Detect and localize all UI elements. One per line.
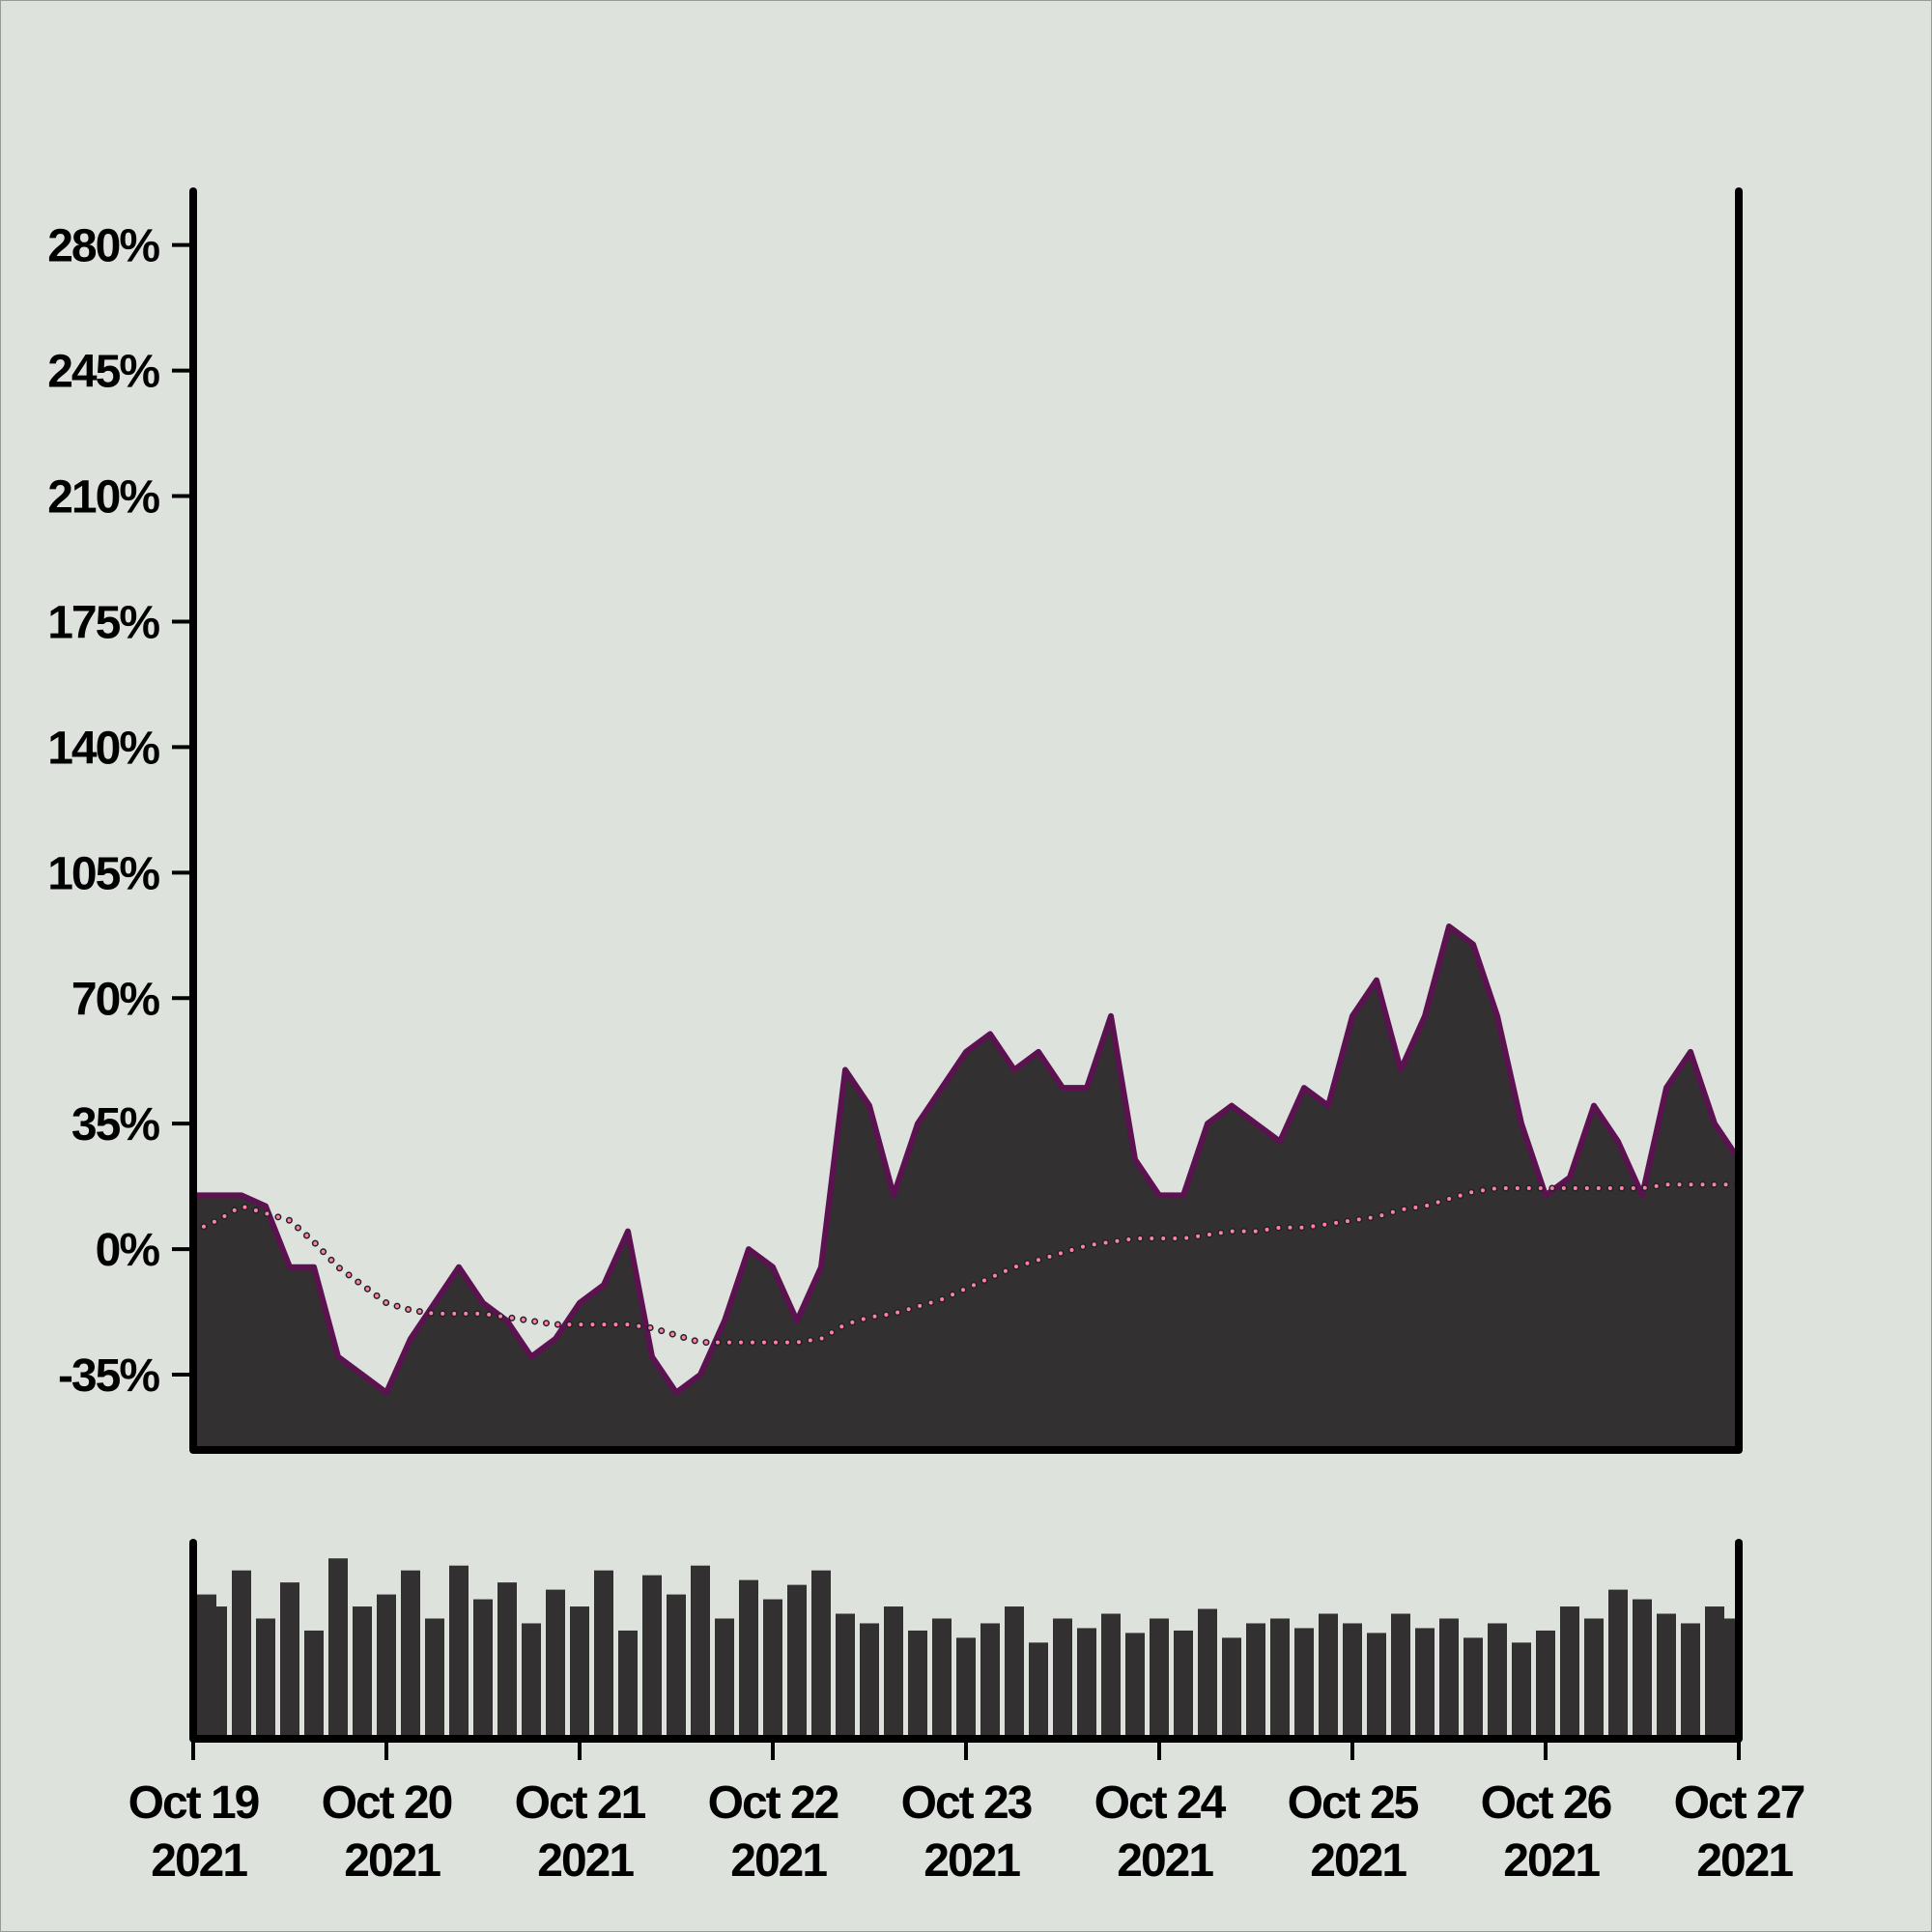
volume-bar	[1294, 1628, 1314, 1739]
volume-bar	[1077, 1628, 1096, 1739]
volume-bar	[328, 1558, 348, 1739]
volume-bar	[618, 1630, 638, 1739]
volume-bar	[449, 1565, 469, 1739]
y-tick-label: -35%	[58, 1350, 159, 1402]
volume-bar	[1560, 1606, 1579, 1739]
volume-bar	[1198, 1608, 1217, 1739]
volume-bar	[763, 1599, 782, 1739]
volume-bar	[473, 1599, 493, 1739]
volume-bar	[739, 1579, 758, 1739]
volume-bar	[1633, 1599, 1652, 1739]
y-tick-label: 175%	[47, 597, 159, 648]
x-tick-label: Oct 22 2021	[708, 1777, 838, 1887]
volume-bar	[932, 1618, 952, 1739]
volume-bar	[1222, 1637, 1241, 1739]
volume-bar	[256, 1618, 275, 1739]
volume-bar	[1512, 1642, 1531, 1739]
volume-bar	[1681, 1623, 1700, 1739]
volume-bar	[280, 1582, 299, 1739]
y-tick-label: 280%	[47, 221, 159, 272]
y-tick-label: 70%	[71, 974, 159, 1025]
volume-bar	[1488, 1623, 1507, 1739]
volume-bar	[642, 1575, 662, 1739]
volume-bar	[594, 1570, 613, 1739]
volume-bar	[208, 1606, 227, 1739]
volume-bar	[884, 1606, 903, 1739]
volume-bar	[980, 1623, 1000, 1739]
y-tick-label: 0%	[96, 1225, 160, 1276]
area	[193, 926, 1739, 1450]
volume-bar	[811, 1570, 831, 1739]
x-tick-label: Oct 24 2021	[1094, 1777, 1227, 1887]
area-line	[193, 923, 1742, 1396]
x-tick-label: Oct 21 2021	[515, 1777, 646, 1887]
volume-bar	[1536, 1630, 1555, 1739]
volume-bar	[304, 1630, 324, 1739]
volume-bar	[1439, 1618, 1459, 1739]
volume-bar	[1608, 1589, 1628, 1739]
volume-bar	[1029, 1642, 1048, 1739]
volume-bar	[691, 1565, 710, 1739]
volume-bar	[1270, 1618, 1290, 1739]
volume-bar	[1053, 1618, 1072, 1739]
volume-bar	[353, 1606, 372, 1739]
volume-bar	[1343, 1623, 1362, 1739]
volume-bar	[1005, 1606, 1024, 1739]
volume-bar	[860, 1623, 879, 1739]
volume-bar	[1319, 1613, 1338, 1739]
y-tick-label: 210%	[47, 472, 159, 524]
volume-bar	[908, 1630, 927, 1739]
volume-bar	[522, 1623, 541, 1739]
volume-bar	[787, 1584, 807, 1739]
y-tick-label: 35%	[71, 1099, 159, 1151]
volume-bar	[1101, 1613, 1121, 1739]
volume-bar	[1657, 1613, 1676, 1739]
volume-bar	[1367, 1633, 1386, 1739]
volume-bar	[1174, 1630, 1193, 1739]
y-tick-label: 245%	[47, 347, 159, 398]
volume-bar	[1125, 1633, 1145, 1739]
volume-bar	[1246, 1623, 1265, 1739]
volume-bar	[1150, 1618, 1169, 1739]
volume-bar	[1584, 1618, 1604, 1739]
x-tick-label: Oct 25 2021	[1288, 1777, 1419, 1887]
volume-bar	[377, 1594, 396, 1739]
y-tick-label: 105%	[47, 848, 159, 899]
volume-bar	[1463, 1637, 1483, 1739]
volume-bar	[1391, 1613, 1410, 1739]
x-tick-label: Oct 27 2021	[1674, 1777, 1804, 1887]
x-tick-label: Oct 23 2021	[901, 1777, 1032, 1887]
moving-average	[191, 1182, 1741, 1345]
volume-bar	[715, 1618, 734, 1739]
x-tick-label: Oct 19 2021	[128, 1777, 259, 1887]
x-tick-label: Oct 20 2021	[322, 1777, 452, 1887]
volume-bar	[956, 1637, 976, 1739]
volume-bar	[1716, 1618, 1735, 1739]
y-tick-label: 140%	[47, 723, 159, 774]
volume-bar	[1415, 1628, 1435, 1739]
volume-bar	[667, 1594, 686, 1739]
volume-bar	[232, 1570, 251, 1739]
volume-bar	[425, 1618, 444, 1739]
volume-bar	[497, 1582, 517, 1739]
volume-bar	[570, 1606, 589, 1739]
x-tick-label: Oct 26 2021	[1481, 1777, 1611, 1887]
volume-bar	[546, 1589, 565, 1739]
volume-bar	[836, 1613, 855, 1739]
volume-bar	[401, 1570, 420, 1739]
